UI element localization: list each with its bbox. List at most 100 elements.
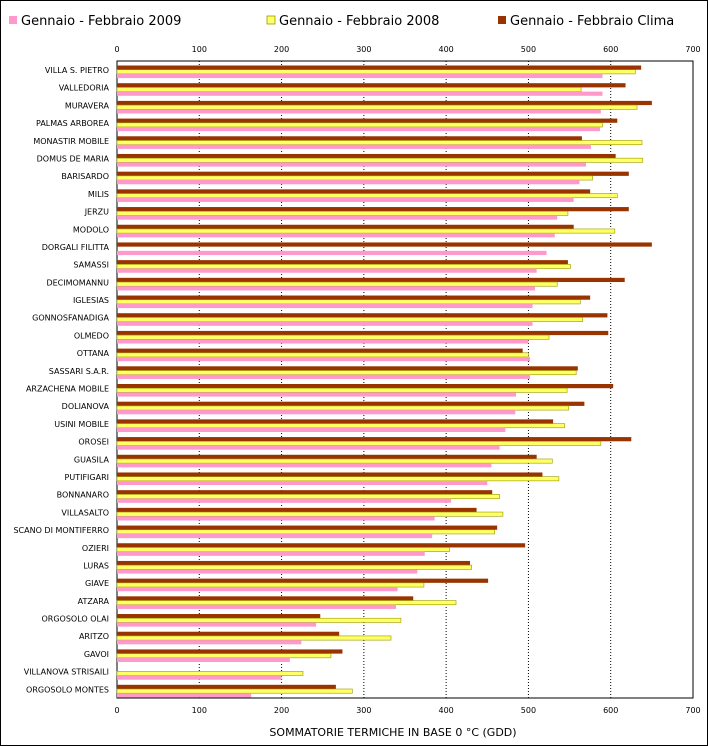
bar	[117, 348, 523, 353]
bar	[117, 596, 414, 601]
category-label: ARZACHENA MOBILE	[26, 385, 109, 394]
bar	[117, 233, 555, 238]
bar	[116, 671, 304, 676]
category-label: LURAS	[83, 561, 109, 570]
legend-label: Gennaio - Febbraio 2009	[21, 14, 181, 29]
bar	[116, 635, 392, 641]
bar	[117, 250, 547, 256]
bar	[117, 480, 488, 486]
bar	[117, 578, 489, 583]
bar	[117, 357, 531, 362]
category-label: SAMASSI	[73, 261, 109, 270]
bar	[116, 529, 495, 535]
bar	[117, 401, 585, 406]
category-label: VALLEDORIA	[59, 84, 110, 93]
bar	[116, 140, 643, 145]
bar	[117, 118, 618, 123]
x-tick-label-top: 100	[192, 45, 207, 54]
category-label: VILLANOVA STRISAILI	[24, 668, 109, 677]
x-tick-label-bottom: 200	[274, 706, 289, 715]
bar	[117, 587, 398, 592]
bar	[117, 313, 608, 318]
bar	[117, 171, 629, 176]
x-tick-label-bottom: 300	[356, 706, 371, 715]
bar	[117, 126, 601, 132]
legend-label: Gennaio - Febbraio 2008	[279, 14, 439, 29]
bar	[116, 423, 565, 429]
legend-swatch	[266, 15, 276, 25]
category-label: PUTIFIGARI	[65, 473, 109, 482]
bar	[116, 228, 616, 234]
bar	[117, 366, 578, 371]
x-axis-label: SOMMATORIE TERMICHE IN BASE 0 °C (GDD)	[269, 726, 516, 739]
plot-border	[116, 60, 694, 699]
bar	[117, 73, 603, 79]
bar	[116, 264, 571, 269]
bar	[117, 295, 591, 300]
bar	[117, 242, 652, 247]
category-label: SCANO DI MONTIFERRO	[13, 526, 109, 535]
bar	[116, 458, 553, 464]
bar	[117, 693, 252, 698]
bar	[116, 405, 570, 411]
bar	[117, 197, 574, 202]
bar	[117, 339, 529, 344]
legend: Gennaio - Febbraio 2009 Gennaio - Febbrai…	[9, 14, 674, 29]
category-label: PALMAS ARBOREA	[36, 119, 110, 128]
category-label: ATZARA	[78, 597, 110, 606]
bar	[117, 675, 282, 680]
bar	[116, 688, 353, 694]
category-label: VILLASALTO	[61, 508, 109, 517]
bar	[117, 144, 591, 149]
bar	[117, 560, 471, 566]
bar	[116, 547, 450, 552]
bar	[117, 419, 554, 424]
legend-swatch	[498, 16, 506, 24]
category-label: IGLESIAS	[73, 296, 109, 305]
category-label: DOMUS DE MARIA	[37, 154, 110, 163]
bar	[116, 370, 577, 376]
bar	[117, 649, 343, 654]
bar	[117, 640, 302, 645]
bar	[117, 427, 506, 432]
bar	[116, 600, 457, 606]
bar	[116, 582, 425, 588]
bar	[117, 180, 580, 185]
bar	[117, 631, 340, 636]
bar	[116, 511, 504, 517]
category-label: GONNOSFANADIGA	[32, 314, 109, 323]
bar	[117, 100, 652, 106]
bar	[116, 653, 332, 659]
bar	[117, 463, 492, 468]
category-label: BONNANARO	[57, 491, 109, 500]
bar	[117, 153, 616, 159]
bar	[117, 454, 537, 459]
x-tick-label-top: 200	[274, 45, 289, 54]
category-label: SASSARI S.A.R.	[49, 367, 109, 376]
bar	[116, 617, 402, 623]
bar	[116, 299, 581, 305]
bar	[116, 440, 602, 446]
bar	[117, 83, 626, 88]
category-label: BARISARDO	[61, 172, 109, 181]
x-tick-label-bottom: 500	[521, 706, 536, 715]
bar	[117, 498, 452, 503]
x-tick-label-bottom: 100	[192, 706, 207, 715]
bar	[116, 564, 472, 570]
bar	[117, 189, 591, 194]
category-label: VILLA S. PIETRO	[45, 66, 109, 75]
category-label: MURAVERA	[65, 101, 110, 110]
category-label: ARITZO	[79, 632, 109, 641]
category-label: MODOLO	[73, 225, 109, 234]
bar	[117, 277, 625, 283]
bar	[116, 476, 560, 482]
x-tick-label-bottom: 0	[114, 706, 119, 715]
category-label: USINI MOBILE	[54, 420, 109, 429]
x-tick-label-top: 600	[603, 45, 618, 54]
bar	[116, 157, 644, 163]
bar	[117, 303, 533, 309]
category-label: JERZU	[84, 208, 109, 217]
bar	[117, 684, 336, 690]
bar	[117, 260, 568, 265]
